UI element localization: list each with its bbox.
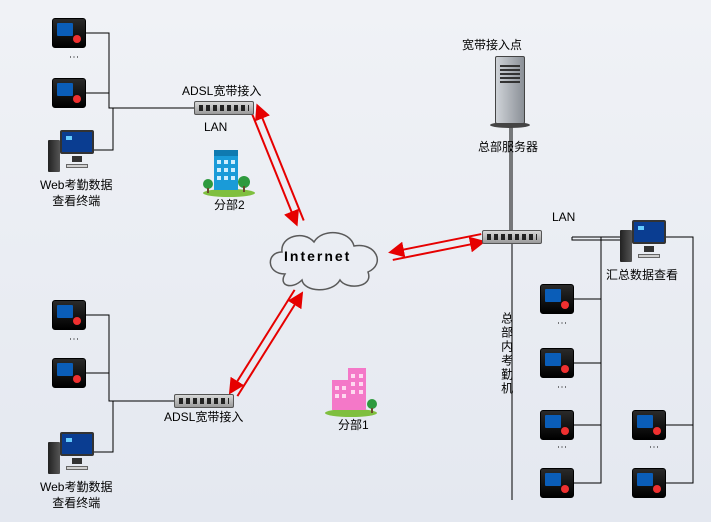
lan-top-label: LAN [204, 120, 227, 136]
web-terminal-bottom-label: Web考勤数据 查看终端 [40, 480, 112, 511]
web-terminal-bottom [48, 432, 98, 478]
ellipsis: ⋮ [556, 382, 567, 392]
attendance-device [632, 410, 666, 440]
branch2-building [200, 140, 258, 198]
attendance-device [52, 300, 86, 330]
attendance-device [540, 348, 574, 378]
internet-label: Internet [284, 248, 351, 264]
switch-branch2 [194, 101, 254, 115]
attendance-device [540, 410, 574, 440]
web-terminal-top [48, 130, 98, 176]
attendance-device [540, 284, 574, 314]
ellipsis: ⋮ [68, 334, 79, 344]
switch-hq [482, 230, 542, 244]
adsl-top-label: ADSL宽带接入 [182, 84, 261, 100]
ellipsis: ⋮ [556, 442, 567, 452]
hq-server [490, 56, 530, 134]
branch2-label: 分部2 [214, 198, 245, 214]
attendance-device [52, 78, 86, 108]
ellipsis: ⋮ [648, 442, 659, 452]
attendance-device [52, 358, 86, 388]
hq-server-label: 总部服务器 [478, 140, 538, 156]
broadband-ap-label: 宽带接入点 [462, 38, 522, 54]
web-terminal-top-label: Web考勤数据 查看终端 [40, 178, 112, 209]
attendance-device [52, 18, 86, 48]
hq-attendance-label: 总部内考勤机 [498, 312, 514, 396]
summary-terminal [620, 220, 670, 266]
attendance-device [632, 468, 666, 498]
lan-right-label: LAN [552, 210, 575, 226]
ellipsis: ⋮ [556, 318, 567, 328]
attendance-device [540, 468, 574, 498]
ellipsis: ⋮ [68, 52, 79, 62]
switch-branch1 [174, 394, 234, 408]
branch1-label: 分部1 [338, 418, 369, 434]
summary-view-label: 汇总数据查看 [606, 268, 678, 284]
adsl-bottom-label: ADSL宽带接入 [164, 410, 243, 426]
branch1-building [322, 360, 380, 418]
